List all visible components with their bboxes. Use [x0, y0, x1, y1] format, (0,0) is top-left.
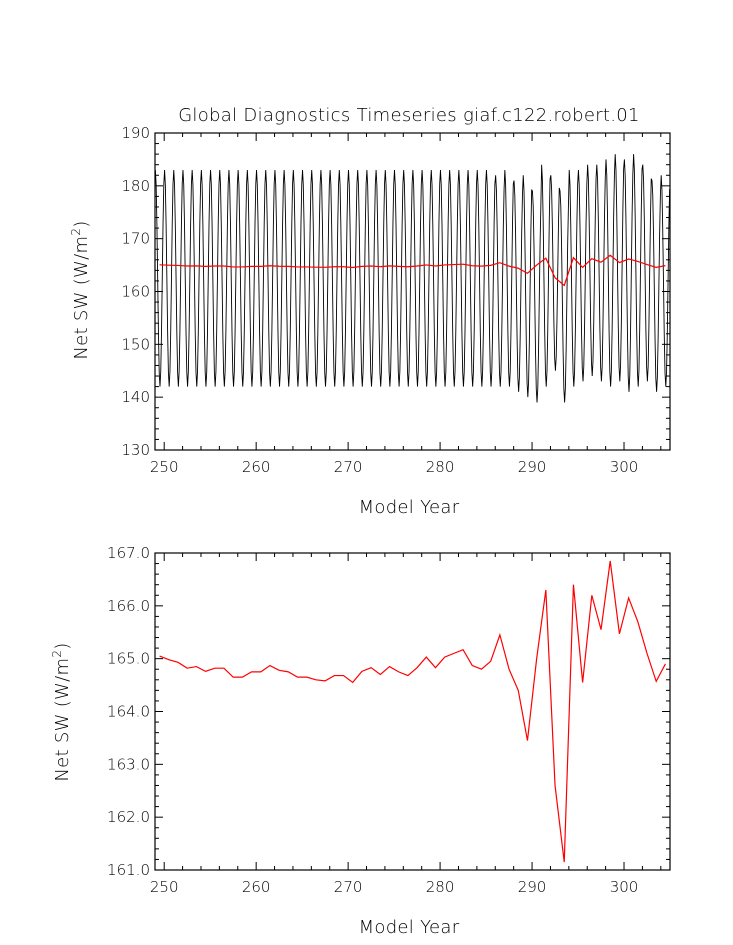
x-tick-label: 300: [610, 458, 639, 476]
y-tick-label: 163.0: [107, 755, 150, 773]
x-tick-label: 270: [334, 458, 363, 476]
y-axis-label: Net SW (W/m2): [50, 642, 73, 781]
x-tick-label: 260: [242, 458, 271, 476]
x-tick-label: 250: [150, 458, 179, 476]
y-tick-label: 150: [121, 335, 150, 353]
timeseries-chart-annual: 250 260 270 280 290 300 161.0 162.0 163.0 164.0 16…: [50, 544, 671, 938]
y-tick-label: 130: [121, 441, 150, 459]
y-tick-label: 160: [121, 283, 150, 301]
x-tick-label: 280: [426, 458, 455, 476]
y-tick-label: 162.0: [107, 808, 150, 826]
plot-area: 250 260 270 280 290 300 130 140 150 160 170 180 190: [121, 124, 671, 476]
chart-title: Global Diagnostics Timeseries giaf.c122.…: [178, 105, 640, 126]
x-tick-label: 250: [150, 878, 179, 896]
x-tick-label: 290: [518, 458, 547, 476]
x-tick-label: 290: [518, 878, 547, 896]
annual-mean-line: [159, 560, 666, 863]
annual-mean-line: [159, 254, 666, 287]
plot-area: 250 260 270 280 290 300 161.0 162.0 163.0 164.0 16…: [107, 544, 671, 896]
x-tick-label: 300: [610, 878, 639, 896]
y-tick-label: 190: [121, 124, 150, 142]
x-tick-label: 280: [426, 878, 455, 896]
y-axis-label: Net SW (W/m2): [69, 220, 92, 359]
y-tick-label: 164.0: [107, 703, 150, 721]
y-tick-label: 180: [121, 177, 150, 195]
monthly-series-line: [154, 154, 671, 403]
x-axis-label: Model Year: [359, 917, 460, 938]
y-tick-label: 161.0: [107, 861, 150, 879]
x-axis-label: Model Year: [359, 497, 460, 518]
y-tick-label: 165.0: [107, 650, 150, 668]
x-tick-label: 260: [242, 878, 271, 896]
x-tick-label: 270: [334, 878, 363, 896]
y-tick-label: 170: [121, 230, 150, 248]
y-tick-label: 167.0: [107, 544, 150, 562]
timeseries-chart-monthly: Global Diagnostics Timeseries giaf.c122.…: [69, 105, 671, 518]
y-tick-label: 166.0: [107, 597, 150, 615]
y-tick-label: 140: [121, 388, 150, 406]
